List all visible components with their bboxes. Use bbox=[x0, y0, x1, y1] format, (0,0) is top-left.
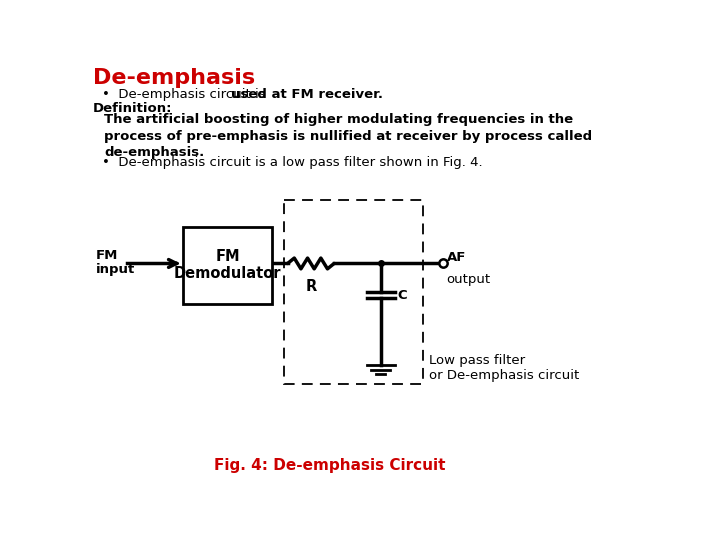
Text: AF: AF bbox=[446, 251, 466, 264]
Text: output: output bbox=[446, 273, 490, 286]
Text: •  De-emphasis circuit is a low pass filter shown in Fig. 4.: • De-emphasis circuit is a low pass filt… bbox=[102, 156, 482, 168]
Text: Fig. 4: De-emphasis Circuit: Fig. 4: De-emphasis Circuit bbox=[215, 458, 446, 472]
Text: De-emphasis: De-emphasis bbox=[93, 68, 255, 88]
Text: used at FM receiver.: used at FM receiver. bbox=[231, 88, 383, 101]
Text: R: R bbox=[305, 279, 317, 294]
Text: input: input bbox=[96, 263, 135, 276]
Text: or De-emphasis circuit: or De-emphasis circuit bbox=[429, 369, 580, 382]
Text: Low pass filter: Low pass filter bbox=[429, 354, 526, 367]
Text: Definition:: Definition: bbox=[93, 102, 173, 115]
Text: C: C bbox=[397, 288, 407, 301]
Bar bbox=[284, 200, 423, 384]
Text: FM: FM bbox=[96, 249, 119, 262]
Text: The artificial boosting of higher modulating frequencies in the
process of pre-e: The artificial boosting of higher modula… bbox=[104, 113, 592, 159]
Text: •  De-emphasis circuit is: • De-emphasis circuit is bbox=[102, 88, 269, 101]
Bar bbox=[183, 226, 272, 303]
Text: FM
Demodulator: FM Demodulator bbox=[174, 249, 282, 281]
